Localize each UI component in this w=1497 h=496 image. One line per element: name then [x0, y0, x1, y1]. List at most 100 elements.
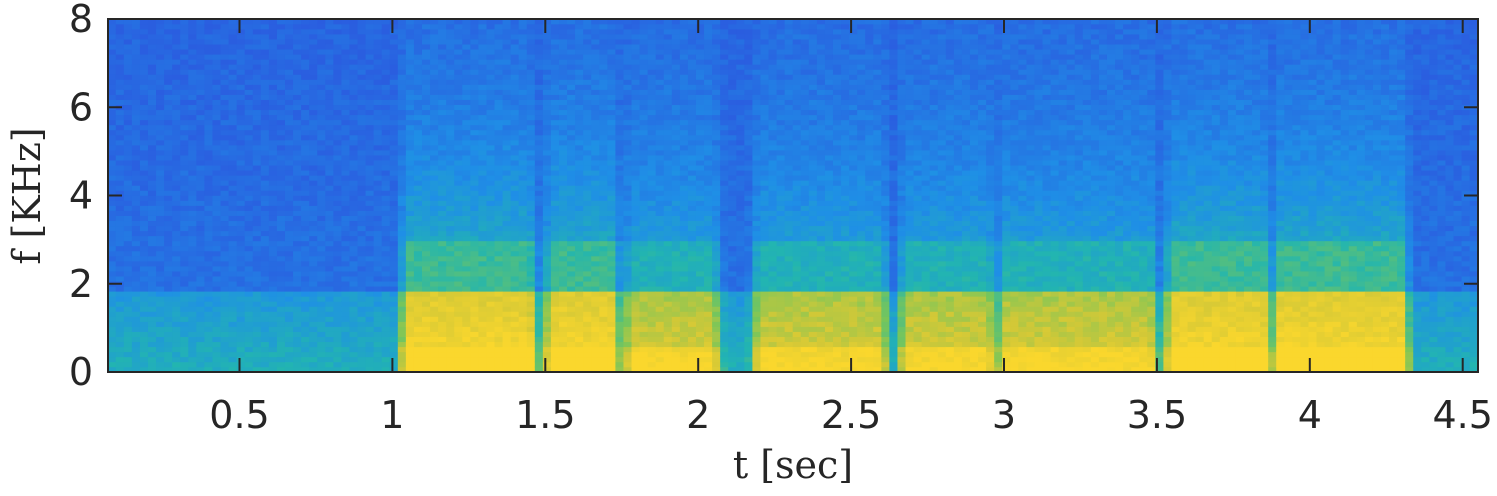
heatmap-cell	[413, 64, 423, 70]
heatmap-cell	[486, 74, 496, 80]
heatmap-cell	[494, 84, 504, 90]
heatmap-cell	[510, 321, 520, 327]
heatmap-cell	[172, 336, 181, 343]
heatmap-cell	[301, 74, 310, 80]
heatmap-cell	[583, 215, 592, 222]
heatmap-cell	[389, 64, 399, 70]
heatmap-cell	[156, 54, 165, 60]
heatmap-cell	[430, 180, 439, 186]
heatmap-cell	[204, 301, 214, 307]
heatmap-cell	[639, 220, 649, 227]
heatmap-cell	[599, 341, 608, 348]
heatmap-cell	[212, 296, 222, 302]
heatmap-cell	[156, 210, 165, 216]
heatmap-cell	[534, 220, 544, 227]
heatmap-cell	[325, 119, 334, 126]
heatmap-cell	[212, 54, 222, 60]
heatmap-cell	[301, 356, 310, 363]
heatmap-cell	[405, 291, 415, 297]
heatmap-cell	[421, 109, 431, 116]
heatmap-cell	[478, 164, 488, 171]
heatmap-cell	[188, 301, 197, 307]
heatmap-cell	[591, 79, 600, 85]
heatmap-cell	[518, 48, 528, 55]
heatmap-cell	[123, 346, 133, 353]
heatmap-cell	[534, 159, 544, 166]
heatmap-cell	[284, 270, 294, 277]
heatmap-cell	[244, 255, 254, 262]
heatmap-cell	[180, 94, 189, 100]
heatmap-cell	[421, 154, 431, 161]
heatmap-cell	[615, 326, 625, 332]
heatmap-cell	[615, 64, 625, 70]
heatmap-cell	[147, 99, 157, 106]
heatmap-cell	[236, 54, 246, 60]
heatmap-cell	[188, 361, 197, 368]
heatmap-cell	[542, 220, 552, 227]
heatmap-cell	[115, 341, 125, 348]
heatmap-cell	[470, 210, 480, 216]
heatmap-cell	[341, 159, 351, 166]
heatmap-cell	[430, 89, 439, 95]
heatmap-cell	[317, 169, 326, 176]
heatmap-cell	[236, 240, 246, 247]
heatmap-cell	[188, 99, 197, 106]
heatmap-cell	[567, 124, 576, 131]
heatmap-cell	[542, 104, 552, 111]
heatmap-cell	[341, 215, 351, 222]
heatmap-cell	[365, 159, 375, 166]
heatmap-cell	[341, 351, 351, 358]
heatmap-cell	[236, 255, 246, 262]
heatmap-cell	[623, 124, 633, 131]
heatmap-cell	[655, 104, 665, 111]
heatmap-cell	[413, 59, 423, 65]
heatmap-cell	[446, 159, 455, 166]
heatmap-cell	[494, 89, 504, 95]
heatmap-cell	[341, 331, 351, 337]
heatmap-cell	[550, 94, 560, 100]
heatmap-cell	[156, 255, 165, 262]
heatmap-cell	[583, 301, 592, 307]
heatmap-cell	[357, 225, 367, 232]
heatmap-cell	[123, 129, 133, 136]
heatmap-cell	[647, 28, 657, 35]
heatmap-cell	[631, 89, 641, 95]
heatmap-cell	[357, 104, 367, 111]
heatmap-cell	[108, 38, 117, 45]
heatmap-cell	[220, 185, 230, 191]
heatmap-cell	[325, 19, 334, 25]
heatmap-cell	[381, 346, 391, 353]
heatmap-cell	[156, 164, 165, 171]
heatmap-cell	[373, 84, 383, 90]
heatmap-cell	[534, 144, 544, 151]
heatmap-cell	[446, 33, 455, 40]
heatmap-cell	[284, 64, 294, 70]
heatmap-cell	[542, 195, 552, 201]
heatmap-cell	[591, 311, 600, 317]
heatmap-cell	[623, 134, 633, 141]
heatmap-cell	[212, 23, 222, 30]
heatmap-cell	[663, 326, 673, 332]
heatmap-cell	[421, 210, 431, 216]
heatmap-cell	[663, 225, 673, 232]
heatmap-cell	[365, 210, 375, 216]
heatmap-cell	[139, 159, 149, 166]
heatmap-cell	[180, 19, 189, 25]
heatmap-cell	[615, 351, 625, 358]
heatmap-cell	[607, 205, 617, 211]
heatmap-cell	[647, 169, 657, 176]
heatmap-cell	[462, 94, 471, 100]
heatmap-cell	[502, 285, 512, 292]
heatmap-cell	[647, 205, 657, 211]
heatmap-cell	[639, 43, 649, 50]
heatmap-cell	[123, 225, 133, 232]
heatmap-cell	[470, 346, 480, 353]
heatmap-cell	[357, 54, 367, 60]
heatmap-cell	[534, 23, 544, 30]
heatmap-cell	[212, 205, 222, 211]
heatmap-cell	[108, 316, 117, 322]
heatmap-cell	[180, 280, 189, 287]
heatmap-cell	[333, 180, 343, 186]
heatmap-cell	[518, 220, 528, 227]
heatmap-cell	[446, 180, 455, 186]
